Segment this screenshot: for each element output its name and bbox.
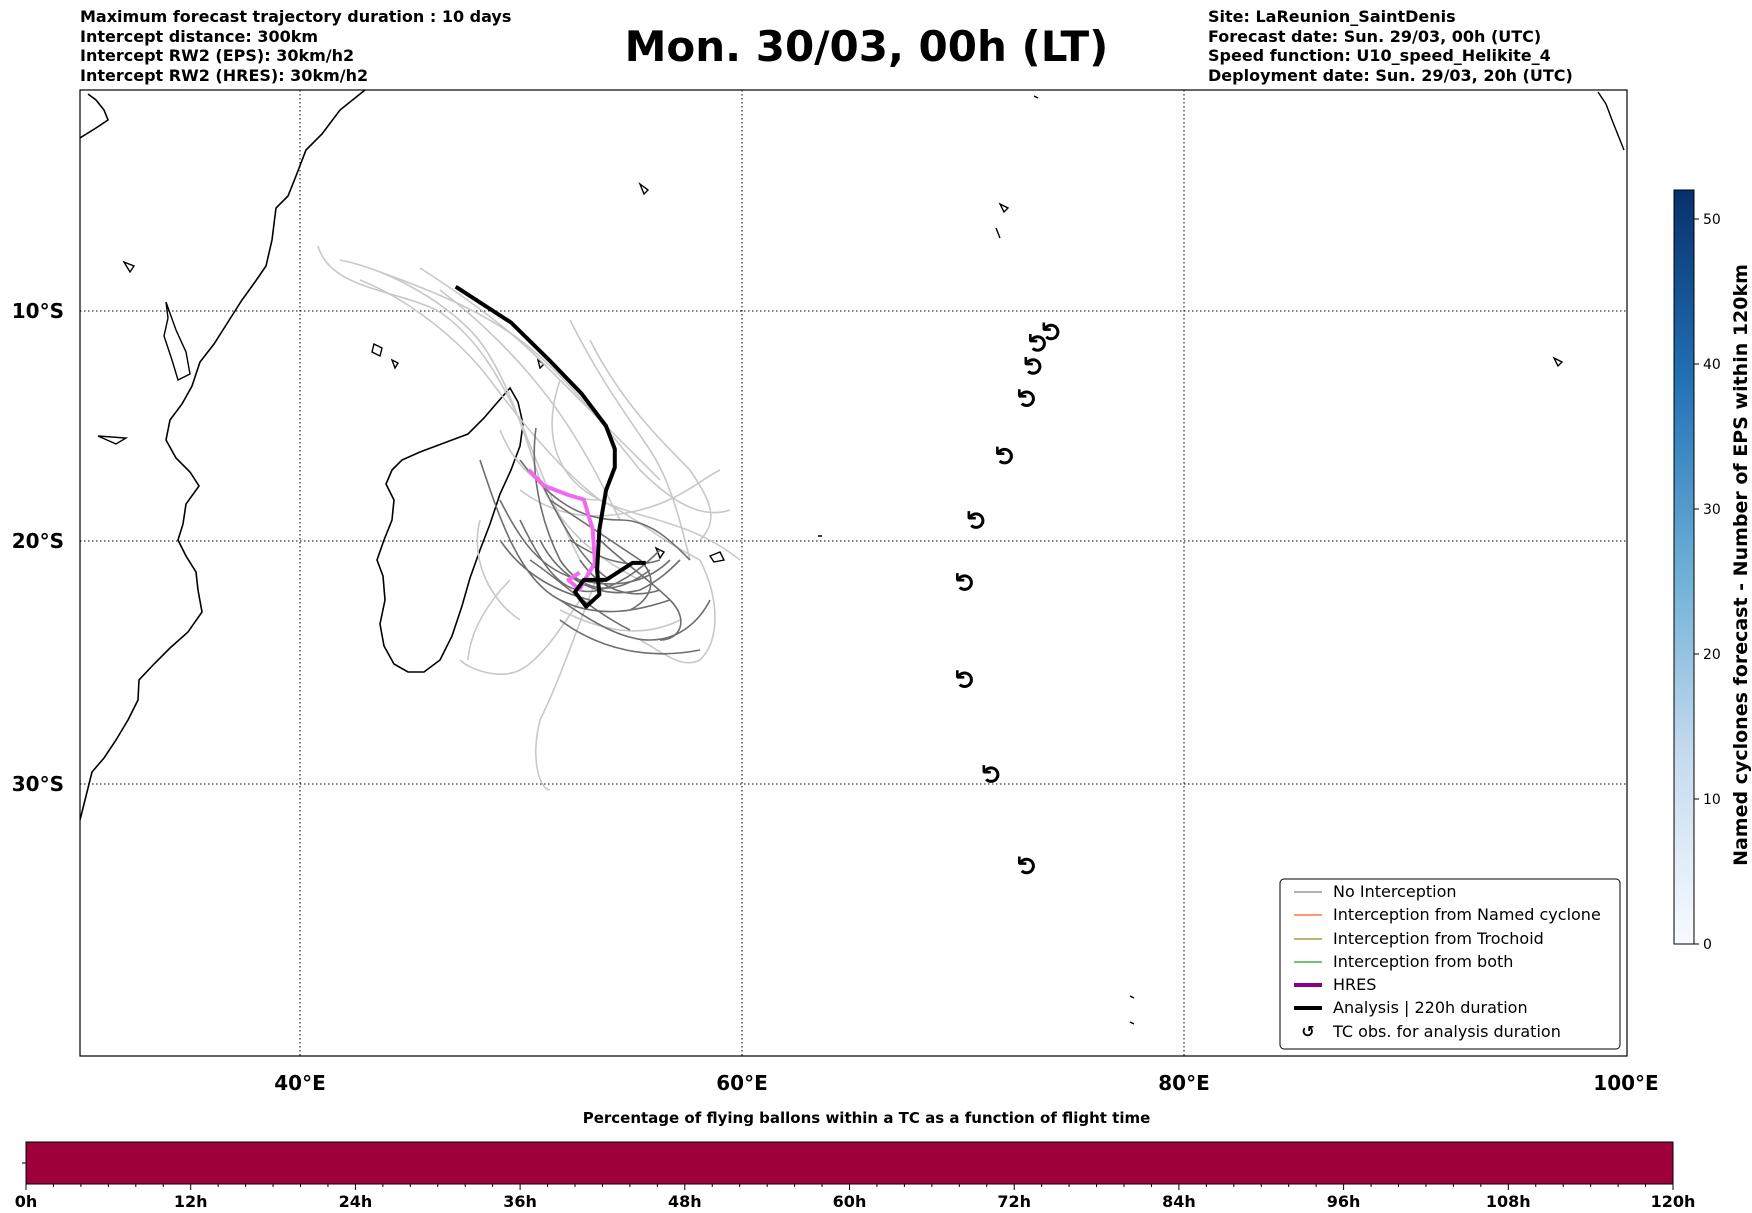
colorbar-tick-label: 0: [1703, 937, 1712, 953]
lat-label-10s: 10°S: [12, 299, 64, 323]
legend-label: Analysis | 220h duration: [1333, 998, 1528, 1017]
deployment-date: Deployment date: Sun. 29/03, 20h (UTC): [1208, 65, 1573, 85]
legend: No Interception Interception from Named …: [1279, 878, 1621, 1050]
colorbar-tick-label: 30: [1703, 502, 1721, 518]
percentage-bar-tick-label: 48h: [668, 1192, 702, 1211]
map-frame: [79, 89, 1628, 1057]
madagascar: [376, 386, 524, 673]
tc-obs-icon: ↺: [991, 445, 1021, 467]
small-islands: [97, 91, 1625, 1025]
percentage-bar-tick-label: 12h: [174, 1192, 208, 1211]
legend-label: Interception from both: [1333, 952, 1513, 971]
speed-function: Speed function: U10_speed_Helikite_4: [1208, 46, 1551, 65]
colorbar-tick-label: 10: [1703, 792, 1721, 808]
tc-obs-icon: ↺: [978, 763, 1008, 785]
percentage-bar-tick-label: 96h: [1327, 1192, 1361, 1211]
tc-obs-icon: ↺: [1024, 332, 1054, 354]
percentage-bar-tick-label: 72h: [997, 1192, 1031, 1211]
colorbar-tick-label: 40: [1703, 357, 1721, 373]
somali-tip: [80, 93, 109, 139]
forecast-parameters: Maximum forecast trajectory duration : 1…: [80, 7, 511, 85]
hres-track: [527, 468, 597, 592]
percentage-bar-tick-label: 36h: [503, 1192, 537, 1211]
analysis-track: [454, 285, 646, 609]
legend-item-both: Interception from both: [1294, 952, 1513, 971]
legend-item-analysis: Analysis | 220h duration: [1294, 998, 1528, 1017]
colorbar-ticks: 0 10 20 30 40 50: [1694, 212, 1721, 953]
tc-obs-icon: ↺: [1037, 321, 1067, 343]
legend-label: TC obs. for analysis duration: [1332, 1022, 1561, 1041]
lon-label-60: 60°E: [716, 1071, 768, 1095]
percentage-bar: 0h 12h 24h 36h 48h 60h 72h 84h 96h 108h 120h: [15, 1141, 1696, 1211]
lat-label-30s: 30°S: [12, 772, 64, 796]
legend-item-trochoid: Interception from Trochoid: [1294, 929, 1544, 948]
percentage-bar-tick-label: 108h: [1486, 1192, 1531, 1211]
legend-item-no-interception: No Interception: [1294, 882, 1457, 901]
map-axis-labels: 40°E 60°E 80°E 100°E 10°S 20°S 30°S: [12, 299, 1659, 1095]
legend-frame: [1279, 878, 1621, 1050]
legend-item-named-cyclone: Interception from Named cyclone: [1294, 905, 1601, 924]
legend-label: Interception from Trochoid: [1333, 929, 1544, 948]
param-intercept-hres: Intercept RW2 (HRES): 30km/h2: [80, 65, 369, 85]
africa-coastline: [80, 90, 366, 821]
lat-label-20s: 20°S: [12, 529, 64, 553]
tc-obs-icon: ↺: [1020, 355, 1050, 377]
param-intercept-distance: Intercept distance: 300km: [80, 26, 319, 46]
lon-label-100: 100°E: [1593, 1071, 1658, 1095]
param-intercept-eps: Intercept RW2 (EPS): 30km/h2: [80, 46, 355, 65]
colorbar-fill: [1673, 189, 1695, 945]
tc-obs-legend-icon: ↺: [1301, 1022, 1314, 1041]
ensemble-trajectories-light: [317, 245, 741, 791]
colorbar-label: Named cyclones forecast - Number of EPS …: [1730, 264, 1752, 866]
tc-obs-icon: ↺: [1013, 855, 1043, 877]
tc-obs-icon: ↺: [951, 571, 981, 593]
tc-obs-markers: ↺↺↺↺↺↺↺↺↺↺: [951, 321, 1067, 877]
lon-label-80: 80°E: [1158, 1071, 1210, 1095]
tc-obs-icon: ↺: [1013, 388, 1043, 410]
legend-label: No Interception: [1333, 882, 1457, 901]
lon-label-40: 40°E: [274, 1071, 326, 1095]
map-gridlines: [80, 90, 1627, 1056]
forecast-date: Forecast date: Sun. 29/03, 00h (UTC): [1208, 26, 1542, 46]
eps-colorbar: 0 10 20 30 40 50 Named cyclones forecast - Nu…: [1673, 189, 1752, 953]
percentage-bar-fill: [25, 1141, 1674, 1185]
colorbar-tick-label: 50: [1703, 212, 1721, 228]
percentage-bar-tick-label: 24h: [339, 1192, 373, 1211]
percentage-bar-tick-label: 120h: [1651, 1192, 1696, 1211]
site-info: Site: LaReunion_SaintDenis Forecast date…: [1208, 7, 1573, 85]
percentage-bar-tick-label: 60h: [833, 1192, 867, 1211]
legend-item-tc-obs: ↺ TC obs. for analysis duration: [1301, 1022, 1561, 1041]
tc-obs-icon: ↺: [962, 509, 992, 531]
param-max-duration: Maximum forecast trajectory duration : 1…: [80, 7, 512, 26]
colorbar-tick-label: 20: [1703, 647, 1721, 663]
percentage-bar-tick-label: 84h: [1162, 1192, 1196, 1211]
legend-item-hres: HRES: [1294, 975, 1376, 994]
tc-obs-icon: ↺: [951, 669, 981, 691]
percentage-bar-tick-label: 0h: [15, 1192, 38, 1211]
page-title: Mon. 30/03, 00h (LT): [624, 22, 1109, 71]
site-name: Site: LaReunion_SaintDenis: [1208, 7, 1456, 26]
legend-label: HRES: [1333, 975, 1376, 994]
percentage-bar-title: Percentage of flying ballons within a TC…: [582, 1109, 1151, 1127]
legend-label: Interception from Named cyclone: [1333, 905, 1601, 924]
percentage-bar-ticks: 0h 12h 24h 36h 48h 60h 72h 84h 96h 108h 120h: [15, 1184, 1696, 1211]
